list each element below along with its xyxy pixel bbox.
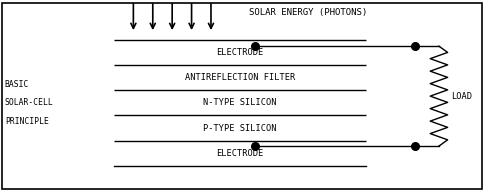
- Text: ANTIREFLECTION FILTER: ANTIREFLECTION FILTER: [184, 73, 295, 82]
- Text: N-TYPE SILICON: N-TYPE SILICON: [203, 98, 276, 107]
- Text: SOLAR ENERGY (PHOTONS): SOLAR ENERGY (PHOTONS): [248, 8, 366, 17]
- Text: BASIC: BASIC: [5, 80, 29, 89]
- Text: LOAD: LOAD: [450, 92, 471, 100]
- Text: SOLAR-CELL: SOLAR-CELL: [5, 98, 54, 107]
- Text: ELECTRODE: ELECTRODE: [216, 149, 263, 158]
- Text: P-TYPE SILICON: P-TYPE SILICON: [203, 124, 276, 133]
- Text: ELECTRODE: ELECTRODE: [216, 48, 263, 57]
- Text: PRINCIPLE: PRINCIPLE: [5, 117, 48, 126]
